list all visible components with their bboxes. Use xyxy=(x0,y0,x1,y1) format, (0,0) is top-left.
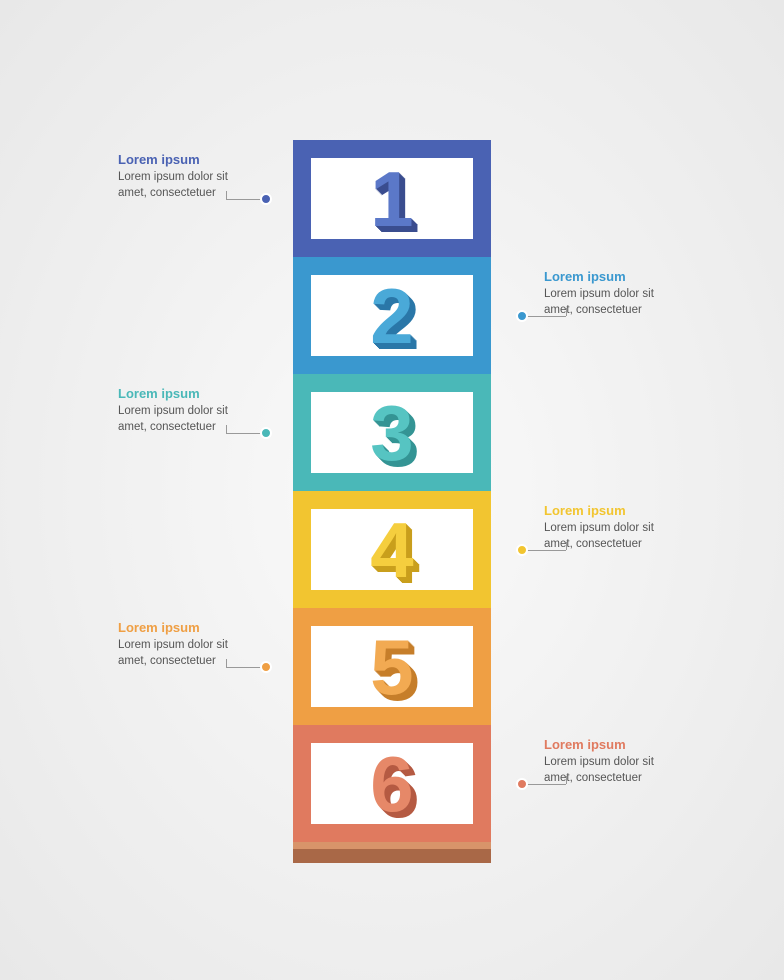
callout-title: Lorem ipsum xyxy=(118,620,248,635)
callout-5: Lorem ipsum Lorem ipsum dolor sit amet, c… xyxy=(118,620,248,669)
connector-dot xyxy=(516,778,528,790)
connector-dot xyxy=(260,193,272,205)
callout-body: Lorem ipsum dolor sit amet, consectetuer xyxy=(544,521,674,552)
connector-dot xyxy=(516,310,528,322)
number-3: 3 xyxy=(370,394,413,472)
callout-title: Lorem ipsum xyxy=(544,737,674,752)
callout-3: Lorem ipsum Lorem ipsum dolor sit amet, c… xyxy=(118,386,248,435)
number-4: 4 xyxy=(370,511,413,589)
block-1: 1 xyxy=(293,140,491,257)
stack-base-bottom xyxy=(293,849,491,863)
connector-dot xyxy=(260,661,272,673)
callout-body: Lorem ipsum dolor sit amet, consectetuer xyxy=(544,287,674,318)
callout-title: Lorem ipsum xyxy=(118,152,248,167)
callout-2: Lorem ipsum Lorem ipsum dolor sit amet, c… xyxy=(544,269,674,318)
callout-1: Lorem ipsum Lorem ipsum dolor sit amet, c… xyxy=(118,152,248,201)
connector-dot xyxy=(516,544,528,556)
callout-title: Lorem ipsum xyxy=(118,386,248,401)
number-5: 5 xyxy=(370,628,413,706)
block-3: 3 xyxy=(293,374,491,491)
number-stack: 1 2 3 4 5 6 xyxy=(293,140,491,863)
number-1: 1 xyxy=(370,160,413,238)
number-6: 6 xyxy=(370,745,413,823)
callout-title: Lorem ipsum xyxy=(544,503,674,518)
callout-body: Lorem ipsum dolor sit amet, consectetuer xyxy=(118,404,248,435)
callout-body: Lorem ipsum dolor sit amet, consectetuer xyxy=(118,638,248,669)
callout-6: Lorem ipsum Lorem ipsum dolor sit amet, c… xyxy=(544,737,674,786)
block-6: 6 xyxy=(293,725,491,842)
number-2: 2 xyxy=(370,277,413,355)
callout-body: Lorem ipsum dolor sit amet, consectetuer xyxy=(118,170,248,201)
callout-body: Lorem ipsum dolor sit amet, consectetuer xyxy=(544,755,674,786)
block-5: 5 xyxy=(293,608,491,725)
callout-title: Lorem ipsum xyxy=(544,269,674,284)
block-2: 2 xyxy=(293,257,491,374)
stack-base-top xyxy=(293,842,491,849)
callout-4: Lorem ipsum Lorem ipsum dolor sit amet, c… xyxy=(544,503,674,552)
connector-dot xyxy=(260,427,272,439)
block-4: 4 xyxy=(293,491,491,608)
